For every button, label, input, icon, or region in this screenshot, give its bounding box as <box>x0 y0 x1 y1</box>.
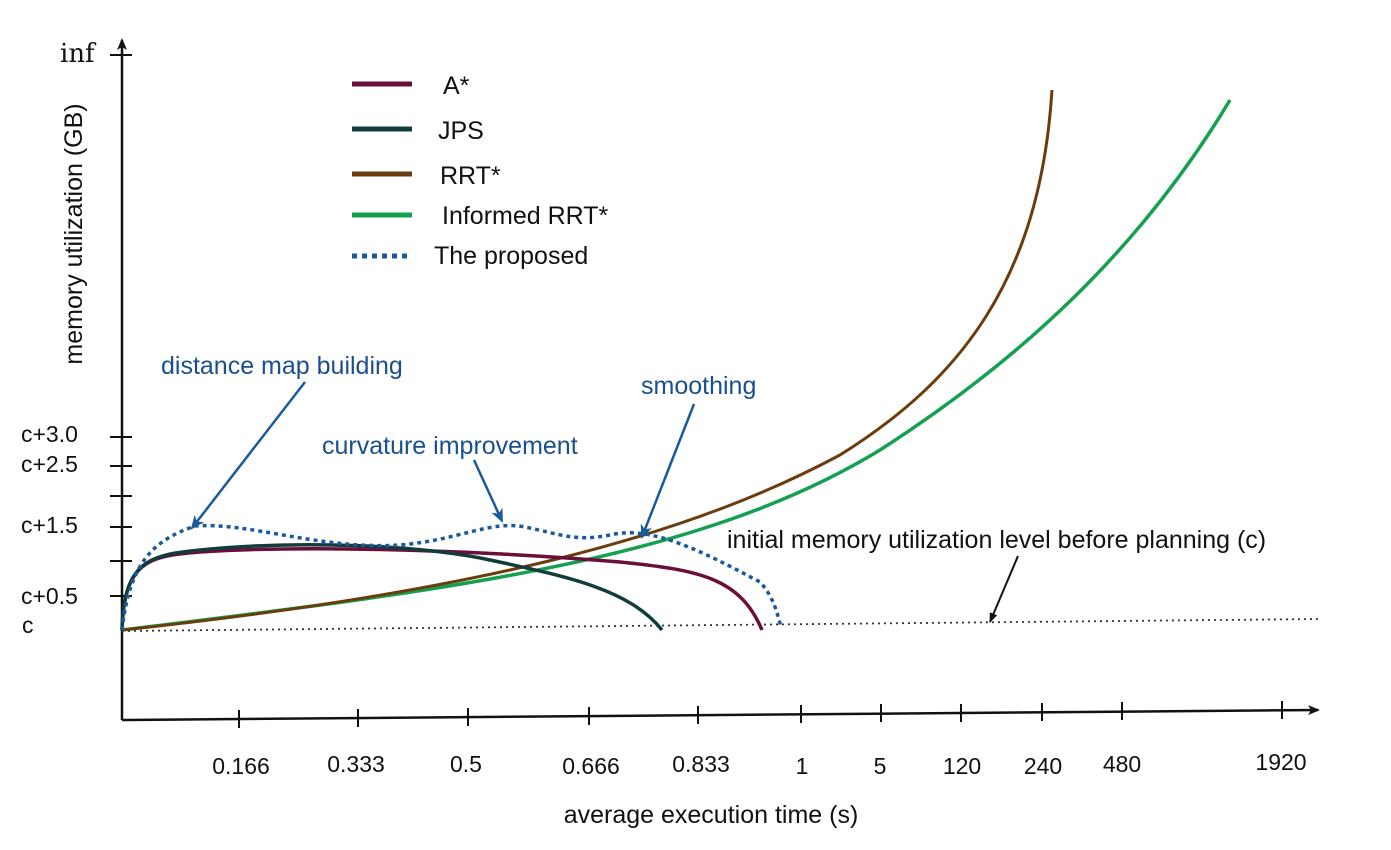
series-informed-rrt-star <box>121 99 1232 632</box>
annotation-smoothing: smoothing <box>641 372 756 400</box>
y-tick-label-c: c <box>22 612 34 638</box>
baseline-arrow <box>989 555 1019 623</box>
x-tick-label: 480 <box>1103 751 1141 777</box>
legend-label-proposed: The proposed <box>434 242 588 270</box>
y-tick-label-c25: c+2.5 <box>21 451 78 477</box>
y-tick-label-c05: c+0.5 <box>21 583 78 609</box>
series-proposed <box>120 523 783 631</box>
annotation-distance-map: distance map building <box>161 352 403 380</box>
x-tick-label: 0.833 <box>672 751 730 777</box>
baseline-c <box>121 618 1319 632</box>
x-tick-label: 0.333 <box>327 751 385 777</box>
y-tick-label-inf: inf <box>60 39 97 69</box>
legend-label-a-star: A* <box>443 72 470 100</box>
x-tick-label: 0.166 <box>212 753 270 779</box>
x-tick-label: 240 <box>1024 753 1062 779</box>
series-rrt-star <box>121 89 1054 632</box>
baseline-label: initial memory utilization level before … <box>727 526 1266 554</box>
y-axis-title: memory utilization (GB) <box>60 103 88 364</box>
y-ticks <box>110 54 132 597</box>
x-axis <box>121 705 1320 722</box>
x-tick-label: 120 <box>943 753 981 779</box>
legend-label-informed-rrt-star: Informed RRT* <box>442 202 609 230</box>
x-axis-title: average execution time (s) <box>564 801 859 829</box>
annotation-curvature: curvature improvement <box>322 432 578 460</box>
y-tick-label-c15: c+1.5 <box>21 512 78 538</box>
y-tick-label-c3: c+3.0 <box>21 421 78 447</box>
x-tick-label: 1 <box>796 753 809 779</box>
x-tick-label: 5 <box>874 753 887 779</box>
legend-label-jps: JPS <box>438 117 484 145</box>
annotation-arrow-distance-map <box>190 381 306 530</box>
x-tick-label: 0.666 <box>562 753 620 779</box>
legend: A* JPS RRT* Informed RRT* The proposed <box>352 72 609 270</box>
annotation-arrow-curvature <box>472 459 504 523</box>
x-tick-label: 1920 <box>1255 749 1306 775</box>
annotation-arrow-smoothing <box>640 403 696 539</box>
x-tick-label: 0.5 <box>450 751 482 777</box>
x-ticks <box>238 701 1283 728</box>
legend-label-rrt-star: RRT* <box>440 162 501 190</box>
